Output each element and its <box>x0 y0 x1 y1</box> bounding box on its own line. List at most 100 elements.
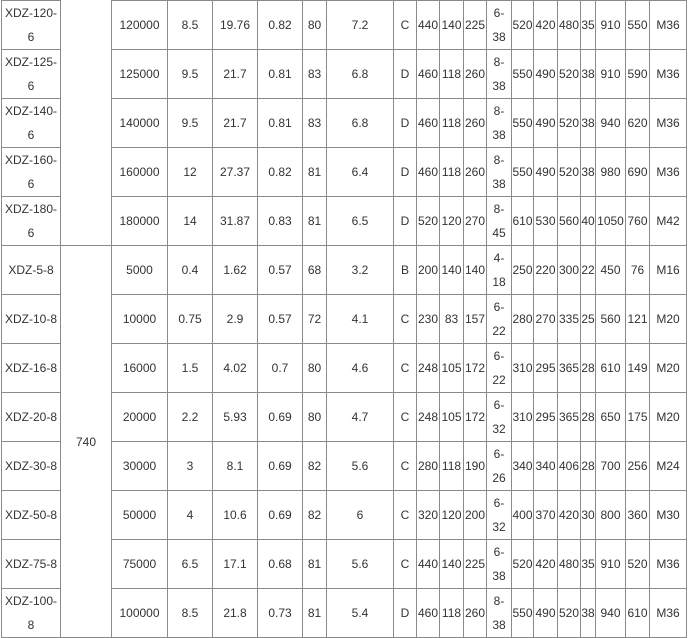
table-cell: 310 <box>511 343 534 393</box>
model-cell: XDZ-50-8 <box>1 490 61 540</box>
table-cell: 320 <box>416 490 440 540</box>
table-cell: 31.87 <box>212 196 258 246</box>
table-cell: 100000 <box>111 588 168 638</box>
model-cell: XDZ-140-6 <box>1 98 61 148</box>
table-cell: 118 <box>439 49 464 99</box>
table-cell: 0.82 <box>257 0 303 50</box>
table-cell: 610 <box>511 196 534 246</box>
table-cell: 6.5 <box>326 196 394 246</box>
table-cell: 172 <box>463 392 487 442</box>
model-cell: XDZ-180-6 <box>1 196 61 246</box>
table-cell: M36 <box>649 49 687 99</box>
table-cell: 450 <box>595 245 626 295</box>
table-cell: 248 <box>416 343 440 393</box>
table-cell: 300 <box>557 245 581 295</box>
table-cell: 6.4 <box>326 147 394 197</box>
model-cell: XDZ-16-8 <box>1 343 61 393</box>
table-cell: M24 <box>649 441 687 491</box>
table-cell: 40 <box>580 196 596 246</box>
table-cell: 6.8 <box>326 98 394 148</box>
table-cell: 370 <box>533 490 558 540</box>
table-cell: 6-38 <box>486 0 512 50</box>
table-cell: 172 <box>463 343 487 393</box>
table-cell: 406 <box>557 441 581 491</box>
table-cell: 365 <box>557 392 581 442</box>
table-cell: 1.62 <box>212 245 258 295</box>
table-cell: 118 <box>439 147 464 197</box>
table-cell: 520 <box>511 539 534 589</box>
table-cell: 560 <box>595 294 626 344</box>
model-cell: XDZ-120-6 <box>1 0 61 50</box>
table-cell: 940 <box>595 98 626 148</box>
table-cell: 340 <box>533 441 558 491</box>
table-cell: 4 <box>167 490 213 540</box>
table-cell: 490 <box>533 588 558 638</box>
table-cell: 81 <box>302 588 327 638</box>
table-cell: M36 <box>649 539 687 589</box>
table-cell: 6.8 <box>326 49 394 99</box>
table-cell: 0.7 <box>257 343 303 393</box>
table-cell: 140 <box>439 539 464 589</box>
table-cell: 80 <box>302 392 327 442</box>
table-cell: 800 <box>595 490 626 540</box>
table-cell: 16000 <box>111 343 168 393</box>
table-cell: 12 <box>167 147 213 197</box>
table-cell: 910 <box>595 49 626 99</box>
table-row: XDZ-75-8 75000 6.5 17.1 0.68 81 5.6 C 440 140 225 6… <box>1 539 687 589</box>
table-cell: 10.6 <box>212 490 258 540</box>
table-cell: 6-26 <box>486 441 512 491</box>
table-cell: 335 <box>557 294 581 344</box>
table-cell: M20 <box>649 343 687 393</box>
table-cell: 5.93 <box>212 392 258 442</box>
table-cell: 19.76 <box>212 0 258 50</box>
table-cell: 590 <box>625 49 650 99</box>
table-cell: 118 <box>439 98 464 148</box>
table-cell: 120 <box>439 490 464 540</box>
table-cell: 910 <box>595 539 626 589</box>
table-cell: 280 <box>511 294 534 344</box>
table-cell: 295 <box>533 392 558 442</box>
table-cell: D <box>393 196 417 246</box>
table-cell: 81 <box>302 147 327 197</box>
table-cell: 610 <box>625 588 650 638</box>
table-cell: 360 <box>625 490 650 540</box>
speed-cell-continued <box>60 0 112 246</box>
table-cell: 7.2 <box>326 0 394 50</box>
table-cell: 280 <box>416 441 440 491</box>
table-cell: 5.6 <box>326 539 394 589</box>
table-cell: 0.81 <box>257 98 303 148</box>
table-cell: 0.83 <box>257 196 303 246</box>
table-cell: 0.82 <box>257 147 303 197</box>
table-cell: M36 <box>649 0 687 50</box>
table-cell: 21.8 <box>212 588 258 638</box>
model-cell: XDZ-125-6 <box>1 49 61 99</box>
table-cell: 520 <box>416 196 440 246</box>
table-cell: 27.37 <box>212 147 258 197</box>
table-cell: M36 <box>649 588 687 638</box>
table-cell: M30 <box>649 490 687 540</box>
table-cell: 105 <box>439 392 464 442</box>
table-cell: 6-22 <box>486 343 512 393</box>
table-cell: 0.81 <box>257 49 303 99</box>
table-cell: D <box>393 98 417 148</box>
table-cell: 0.69 <box>257 490 303 540</box>
table-cell: 248 <box>416 392 440 442</box>
table-cell: 21.7 <box>212 98 258 148</box>
table-row: XDZ-20-8 20000 2.2 5.93 0.69 80 4.7 C 248 105 172 6… <box>1 392 687 442</box>
table-cell: 6 <box>326 490 394 540</box>
table-cell: 8-38 <box>486 147 512 197</box>
table-cell: 10000 <box>111 294 168 344</box>
table-row: XDZ-120-6 120000 8.5 19.76 0.82 80 7.2 C 440 140 2… <box>1 0 687 246</box>
table-cell: 520 <box>557 588 581 638</box>
table-cell: 460 <box>416 147 440 197</box>
table-cell: 21.7 <box>212 49 258 99</box>
table-cell: 520 <box>625 539 650 589</box>
table-cell: 440 <box>416 539 440 589</box>
table-cell: 140000 <box>111 98 168 148</box>
table-cell: 550 <box>511 147 534 197</box>
table-cell: 4.02 <box>212 343 258 393</box>
table-cell: 75000 <box>111 539 168 589</box>
table-cell: M20 <box>649 392 687 442</box>
table-cell: 38 <box>580 49 596 99</box>
